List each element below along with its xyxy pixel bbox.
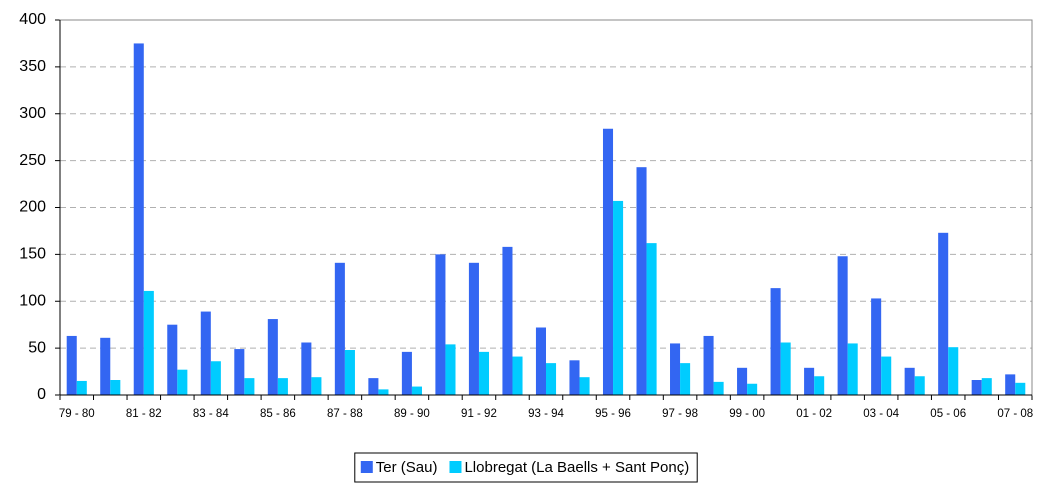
x-tick-label: 91 - 92 <box>461 408 497 420</box>
bar <box>569 360 580 395</box>
bar <box>110 380 121 395</box>
bar <box>837 256 848 395</box>
bar <box>847 343 858 395</box>
y-tick-label: 250 <box>19 152 46 169</box>
bar <box>713 381 724 395</box>
bar <box>468 262 479 395</box>
bar <box>703 335 714 395</box>
x-tick-label: 87 - 88 <box>327 408 363 420</box>
bar <box>914 376 925 395</box>
bar <box>234 349 245 395</box>
x-tick-label: 99 - 00 <box>729 408 765 420</box>
bar <box>1005 374 1016 395</box>
bar <box>311 377 322 395</box>
x-tick-label: 05 - 06 <box>930 408 966 420</box>
legend-label: Llobregat (La Baells + Sant Ponç) <box>464 459 689 476</box>
bar <box>871 298 882 395</box>
bar <box>344 350 355 395</box>
y-tick-label: 400 <box>19 11 46 28</box>
bar <box>535 327 546 395</box>
bar <box>670 343 681 395</box>
bar <box>602 128 614 395</box>
x-tick-label: 95 - 96 <box>595 408 631 420</box>
bar <box>1015 382 1026 395</box>
bar <box>177 369 188 395</box>
bar <box>368 378 379 395</box>
x-tick-label: 07 - 08 <box>997 408 1033 420</box>
bar <box>737 367 748 395</box>
bar <box>747 383 758 395</box>
y-tick-label: 50 <box>28 339 46 356</box>
bar <box>948 347 959 395</box>
y-tick-label: 150 <box>19 246 46 263</box>
bar <box>277 378 288 395</box>
bar <box>200 311 211 395</box>
bar <box>804 367 815 395</box>
bar <box>378 389 389 395</box>
bar <box>334 262 345 395</box>
x-tick-label: 03 - 04 <box>863 408 899 420</box>
bar <box>502 246 513 395</box>
bar <box>445 344 456 395</box>
bar <box>435 254 446 395</box>
bar <box>512 356 523 395</box>
legend-swatch <box>360 461 373 473</box>
bar <box>613 200 624 395</box>
bar <box>881 356 892 395</box>
bar <box>680 363 691 395</box>
bar <box>938 232 949 395</box>
bar <box>780 342 791 395</box>
x-tick-label: 81 - 82 <box>126 408 162 420</box>
x-tick-label: 89 - 90 <box>394 408 430 420</box>
bar <box>76 380 87 395</box>
bar <box>981 378 992 395</box>
bar <box>401 351 412 395</box>
legend-swatch <box>449 461 462 473</box>
x-tick-label: 93 - 94 <box>528 408 564 420</box>
bar <box>66 335 77 395</box>
bar <box>971 380 982 395</box>
bar <box>478 351 490 395</box>
bar <box>411 386 422 395</box>
y-tick-label: 300 <box>19 105 46 122</box>
bar <box>301 342 312 395</box>
bar <box>546 363 557 395</box>
bar <box>267 319 278 395</box>
bar <box>646 243 657 395</box>
y-tick-label: 350 <box>19 58 46 75</box>
legend-label: Ter (Sau) <box>376 459 438 476</box>
y-tick-label: 0 <box>37 386 46 403</box>
x-tick-label: 97 - 98 <box>662 408 698 420</box>
bar <box>167 324 178 395</box>
bar <box>636 167 647 395</box>
bar <box>814 376 825 395</box>
bar <box>770 288 781 395</box>
x-tick-label: 79 - 80 <box>59 408 95 420</box>
x-tick-label: 83 - 84 <box>193 408 229 420</box>
bar <box>904 367 915 395</box>
bar <box>133 43 144 395</box>
bar <box>143 290 154 395</box>
y-tick-label: 200 <box>19 199 46 216</box>
bar <box>244 378 255 395</box>
x-tick-label: 01 - 02 <box>796 408 832 420</box>
x-tick-label: 85 - 86 <box>260 408 296 420</box>
bar <box>210 361 221 395</box>
bar <box>579 377 590 395</box>
y-tick-label: 100 <box>19 292 46 309</box>
bar <box>100 337 111 395</box>
legend-box <box>354 452 698 483</box>
